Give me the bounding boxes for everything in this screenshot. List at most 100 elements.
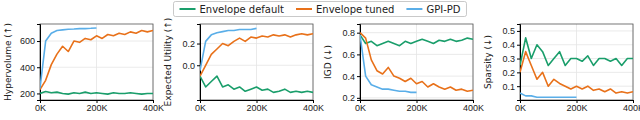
legend-swatch: [296, 8, 312, 10]
series-line: [520, 38, 633, 66]
grid: [40, 24, 153, 100]
tick-label: 0.6: [342, 50, 355, 60]
panel: 0K 200K 400K 0.0 0.2 Expected Utility (↑): [163, 18, 324, 114]
tick: 400K: [623, 100, 640, 113]
y-axis: 0.2 0.4 0.6 0.8: [342, 25, 360, 104]
axis-title: Hypervolume (↑): [3, 23, 13, 101]
tick: 0K: [355, 100, 366, 113]
lines: [520, 38, 633, 97]
tick-label: 0.2: [502, 68, 515, 78]
series-line: [40, 31, 153, 90]
series-line: [200, 34, 313, 76]
tick-label: 200K: [406, 103, 427, 113]
tick-mark: [517, 59, 520, 60]
tick: 0K: [515, 100, 526, 113]
series-line: [360, 35, 417, 93]
axis-line: [517, 25, 521, 101]
tick-label: 0.8: [342, 28, 355, 38]
tick-mark: [517, 31, 520, 32]
tick-label: 0K: [195, 103, 206, 113]
tick-mark: [357, 54, 360, 55]
tick: 0.0: [182, 61, 200, 71]
tick-label: 400K: [143, 103, 164, 113]
tick: 0.1: [502, 82, 520, 92]
tick-label: 0.3: [502, 54, 515, 64]
tick-label: 400K: [303, 103, 324, 113]
tick-label: 200K: [246, 103, 267, 113]
tick-mark: [517, 72, 520, 73]
legend-frame: [174, 2, 467, 17]
tick: 0.5: [502, 26, 520, 36]
tick-label: 600: [20, 36, 35, 46]
tick-label: 0.1: [502, 82, 515, 92]
tick: 0.3: [502, 54, 520, 64]
tick: 0K: [195, 100, 206, 113]
grid: [520, 24, 633, 100]
tick-mark: [37, 93, 40, 94]
tick-label: 0K: [355, 103, 366, 113]
tick: 0.6: [342, 50, 360, 60]
series-line: [40, 28, 97, 88]
y-axis: 200 400 600: [20, 25, 41, 101]
axis-title: IGD (↓): [323, 45, 333, 79]
series-line: [520, 52, 633, 93]
tick: 400: [20, 63, 40, 73]
tick-mark: [197, 65, 200, 66]
plot-frame: [520, 24, 633, 100]
tick-label: 0.5: [502, 26, 515, 36]
axis-line: [37, 25, 41, 101]
tick-mark: [37, 41, 40, 42]
tick: 400K: [143, 100, 164, 113]
tick-label: 400: [20, 63, 35, 73]
legend-item: Envelope tuned: [296, 4, 394, 15]
tick-mark: [357, 98, 360, 99]
series-line: [520, 93, 577, 97]
tick-mark: [357, 33, 360, 34]
tick: 0K: [35, 100, 46, 113]
tick-mark: [37, 67, 40, 68]
tick-label: 0.4: [342, 71, 355, 81]
tick-label: 0K: [35, 103, 46, 113]
tick-label: 200K: [86, 103, 107, 113]
axis-line: [357, 25, 361, 101]
tick: 0.8: [342, 28, 360, 38]
x-axis: 0K 200K 400K: [515, 100, 640, 113]
legend-label: Envelope tuned: [316, 4, 394, 15]
tick: 400K: [303, 100, 324, 113]
tick: 200K: [406, 100, 427, 113]
tick-mark: [517, 86, 520, 87]
tick-label: 0.2: [182, 39, 195, 49]
tick: 600: [20, 36, 40, 46]
panel: 0K 200K 400K 0.1 0.2 0.3 0.4 0.5 Sparsity (↓): [483, 24, 640, 113]
y-axis: 0.0 0.2: [182, 25, 200, 101]
tick-mark: [357, 76, 360, 77]
legend-label: GPI-PD: [426, 4, 460, 15]
tick: 0.2: [502, 68, 520, 78]
legend-label: Envelope default: [200, 4, 285, 15]
series-line: [360, 33, 473, 92]
grid: [200, 24, 313, 100]
axis-title: Sparsity (↓): [483, 35, 493, 89]
x-axis: 0K 200K 400K: [355, 100, 484, 113]
legend-swatch: [180, 8, 196, 10]
tick: 200K: [566, 100, 587, 113]
tick-label: 200K: [566, 103, 587, 113]
chart: 0K 200K 400K 200 400 600 Hypervolume (↑) 0K 200K…: [0, 0, 640, 120]
series-line: [200, 76, 313, 92]
plot-frame: [200, 24, 313, 100]
x-axis: 0K 200K 400K: [195, 100, 324, 113]
tick: 200: [20, 89, 40, 99]
tick-label: 0K: [515, 103, 526, 113]
grid-line: [256, 24, 257, 100]
tick: 0.4: [502, 40, 520, 50]
plot-frame: [40, 24, 153, 100]
axis-title: Expected Utility (↑): [163, 18, 173, 107]
tick: 200K: [86, 100, 107, 113]
y-axis: 0.1 0.2 0.3 0.4 0.5: [502, 25, 520, 101]
lines: [360, 33, 473, 93]
legend: Envelope default Envelope tuned GPI-PD: [174, 2, 467, 17]
tick: 200K: [246, 100, 267, 113]
grid-line: [416, 24, 417, 100]
tick-label: 400K: [463, 103, 484, 113]
tick-label: 0.2: [342, 93, 355, 103]
